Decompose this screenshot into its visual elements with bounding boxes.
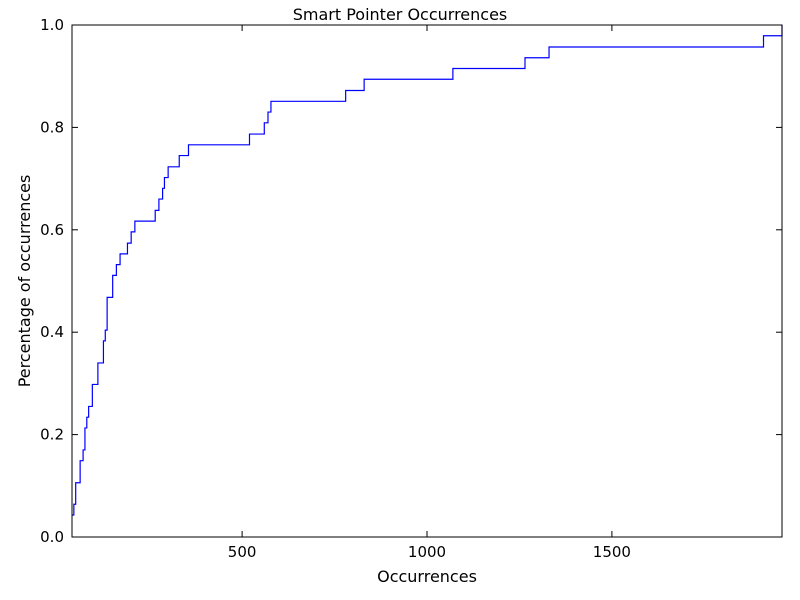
x-axis-ticks: 500 1000 1500 — [228, 25, 631, 561]
x-tick-label: 500 — [228, 543, 257, 561]
y-tick-label: 0.8 — [40, 118, 64, 136]
y-tick-label: 1.0 — [40, 16, 64, 34]
x-tick-label: 1000 — [408, 543, 446, 561]
y-tick-label: 0.6 — [40, 221, 64, 239]
x-axis-label: Occurrences — [377, 567, 477, 586]
y-tick-label: 0.2 — [40, 426, 64, 444]
plot-frame — [71, 24, 783, 538]
y-tick-label: 0.0 — [40, 528, 64, 546]
x-tick-label: 1500 — [593, 543, 631, 561]
series-line-cdf — [72, 25, 783, 516]
chart-title: Smart Pointer Occurrences — [293, 5, 508, 24]
y-tick-label: 0.4 — [40, 323, 64, 341]
y-axis-label: Percentage of occurrences — [15, 175, 34, 388]
